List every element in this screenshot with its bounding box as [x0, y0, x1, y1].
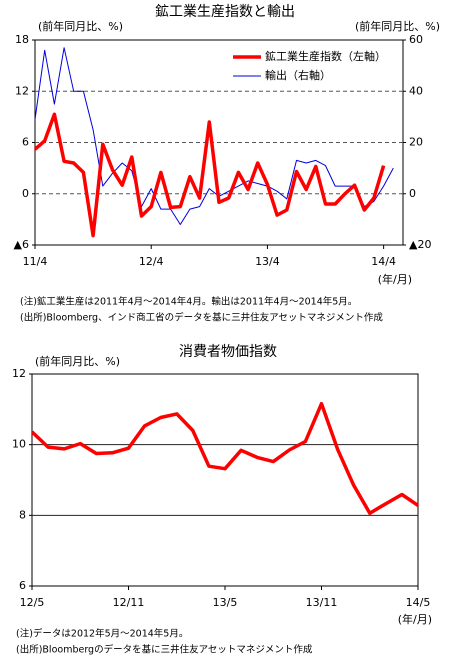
- tick-label: 6: [19, 579, 26, 592]
- chart-title: 消費者物価指数: [179, 344, 277, 360]
- x-tick-label: 13/4: [255, 255, 280, 268]
- note: (出所)Bloombergのデータを基に三井住友アセットマネジメント作成: [16, 644, 313, 656]
- y2-axis-label: (前年同月比、%): [355, 19, 440, 33]
- legend-label: 輸出（右軸）: [265, 68, 331, 82]
- tick-label: ▲20: [409, 238, 431, 251]
- x-tick-label: 11/4: [23, 255, 48, 268]
- x-tick-label: 12/11: [113, 596, 145, 609]
- tick-label: 8: [19, 508, 26, 521]
- note: (注)データは2012年5月～2014年5月。: [16, 628, 188, 640]
- x-tick-label: 14/5: [406, 596, 431, 609]
- x-axis-label: (年/月): [398, 612, 432, 626]
- x-tick-label: 13/5: [213, 596, 238, 609]
- tick-label: 12: [12, 367, 26, 380]
- x-axis-label: (年/月): [378, 272, 412, 286]
- note: (出所)Bloomberg、インド商工省のデータを基に三井住友アセットマネジメン…: [20, 312, 383, 324]
- series-line: [30, 401, 419, 515]
- tick-label: 20: [409, 136, 423, 149]
- series-line: [34, 47, 394, 225]
- tick-label: 6: [22, 136, 29, 149]
- y-axis-label: (前年同月比、%): [38, 19, 123, 33]
- note: (注)鉱工業生産は2011年4月～2014年4月。輸出は2011年4月～2014…: [20, 296, 357, 308]
- tick-label: 60: [409, 33, 423, 46]
- x-tick-label: 13/11: [306, 596, 338, 609]
- legend-label: 鉱工業生産指数（左軸）: [265, 49, 386, 63]
- legend-box: [229, 46, 399, 86]
- tick-label: 10: [12, 438, 26, 451]
- x-tick-label: 12/5: [20, 596, 45, 609]
- x-tick-label: 12/4: [139, 255, 164, 268]
- tick-label: 12: [15, 84, 29, 97]
- series-line: [33, 112, 386, 238]
- y-axis-label: (前年同月比、%): [35, 354, 120, 368]
- tick-label: 40: [409, 84, 423, 97]
- x-tick-label: 14/4: [371, 255, 396, 268]
- tick-label: 0: [409, 187, 416, 200]
- tick-label: ▲6: [14, 238, 29, 251]
- chart-title: 鉱工業生産指数と輸出: [155, 3, 295, 20]
- tick-label: 18: [15, 33, 29, 46]
- tick-label: 0: [22, 187, 29, 200]
- plot-frame: [31, 373, 419, 587]
